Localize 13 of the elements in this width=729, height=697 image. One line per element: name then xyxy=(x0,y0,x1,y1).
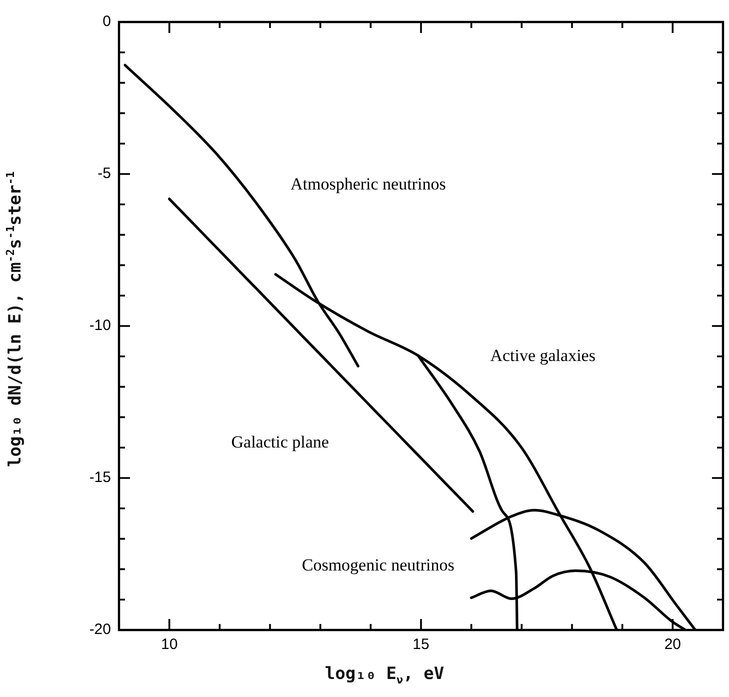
text: Galactic plane xyxy=(231,432,329,452)
x-tick-label: 20 xyxy=(664,636,682,654)
series-label: Cosmogenic neutrinos xyxy=(302,556,454,575)
x-tick-label: 10 xyxy=(160,636,178,654)
y-tick-label: -20 xyxy=(89,621,111,638)
text: Active galaxies xyxy=(490,346,596,365)
y-tick-label: -10 xyxy=(89,317,111,334)
x-axis-title: log₁₀ E$_{ν}$, eV xyxy=(324,664,446,686)
y-tick-label: -15 xyxy=(89,469,111,486)
series-label: Atmospheric neutrinos xyxy=(290,174,446,194)
x-tick-label: 15 xyxy=(412,636,430,654)
y-tick-label: 0 xyxy=(102,13,111,30)
y-tick-label: -5 xyxy=(98,165,111,182)
